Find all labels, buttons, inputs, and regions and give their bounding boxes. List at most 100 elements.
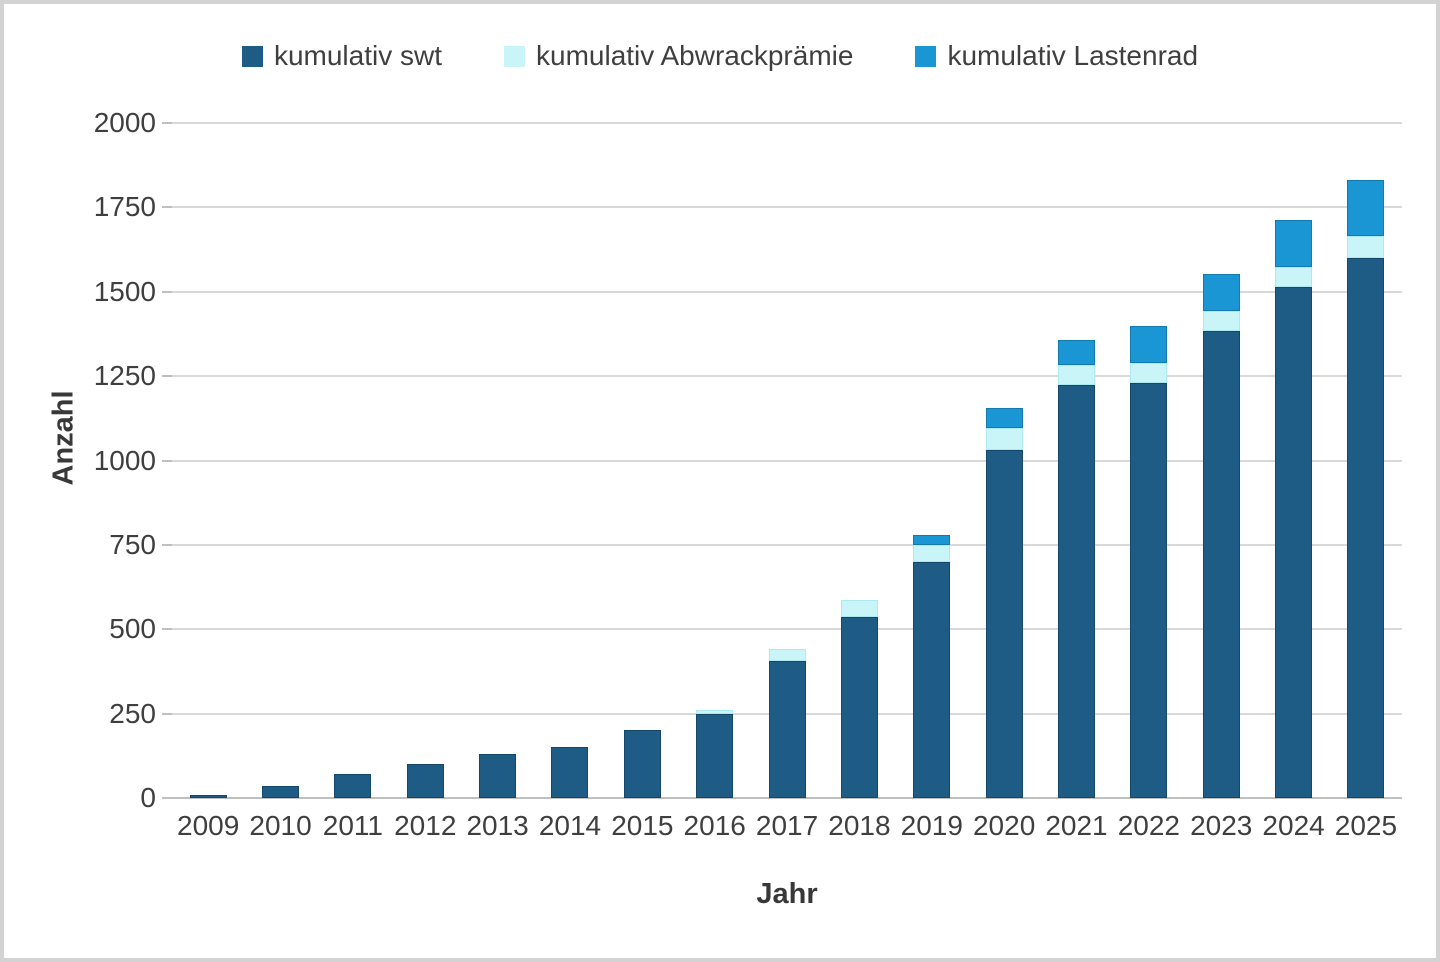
bar-segment-2021-kumulativ-abwrackprämie	[1057, 365, 1095, 385]
bar-column-2017	[751, 123, 823, 798]
bar-stack-2009	[189, 795, 227, 798]
bar-column-2019	[896, 123, 968, 798]
bar-segment-2016-kumulativ-abwrackprämie	[696, 710, 734, 714]
bar-segment-2024-kumulativ-swt	[1275, 287, 1313, 798]
bar-segment-2022-kumulativ-abwrackprämie	[1130, 363, 1168, 383]
y-tick-label-0: 0	[140, 782, 156, 813]
y-tick-label-2000: 2000	[93, 107, 156, 138]
bar-column-2009	[172, 123, 244, 798]
x-tick-label-2021: 2021	[1045, 810, 1108, 841]
legend: kumulativ swt kumulativ Abwrackprämie kumu…	[4, 40, 1436, 72]
bar-segment-2021-kumulativ-lastenrad	[1057, 340, 1095, 365]
bar-segment-2015-kumulativ-swt	[623, 730, 661, 798]
bar-segment-2025-kumulativ-abwrackprämie	[1347, 236, 1385, 258]
legend-item-3: kumulativ Lastenrad	[915, 40, 1198, 72]
gridline-0	[172, 797, 1402, 799]
y-tick-mark-1750	[162, 206, 172, 209]
y-tick-label-250: 250	[109, 697, 156, 729]
bar-segment-2019-kumulativ-swt	[913, 562, 951, 798]
y-tick-mark-1250	[162, 375, 172, 378]
bar-segment-2020-kumulativ-swt	[985, 450, 1023, 798]
bar-column-2011	[317, 123, 389, 798]
bar-column-2010	[244, 123, 316, 798]
bar-column-2021	[1040, 123, 1112, 798]
plot-area: 0 250 500 750 1000 1250 1500 1750 2000	[94, 107, 1402, 813]
y-tick-label-750: 750	[109, 528, 156, 560]
x-tick-label-2010: 2010	[249, 810, 312, 841]
legend-item-label: kumulativ swt	[273, 40, 442, 71]
bar-stack-2021	[1057, 340, 1095, 798]
gridline-750	[172, 543, 1402, 546]
x-tick-label-2016: 2016	[683, 810, 746, 841]
x-tick-label-2024: 2024	[1262, 810, 1325, 841]
x-tick-label-2022: 2022	[1117, 810, 1180, 841]
bar-segment-2017-kumulativ-swt	[768, 661, 806, 798]
y-tick-mark-2000	[162, 122, 172, 124]
bar-column-2023	[1185, 123, 1257, 798]
bar-segment-2017-kumulativ-abwrackprämie	[768, 649, 806, 661]
bar-stack-2012	[406, 764, 444, 798]
legend-item-2: kumulativ Abwrackprämie	[504, 40, 853, 72]
bar-segment-2019-kumulativ-lastenrad	[913, 535, 951, 545]
bar-stack-2019	[913, 535, 951, 798]
gridline-500	[172, 628, 1402, 631]
x-tick-label-2014: 2014	[538, 810, 602, 841]
legend-item-label: kumulativ Abwrackprämie	[536, 40, 854, 71]
bar-segment-2021-kumulativ-swt	[1057, 385, 1095, 798]
y-tick-label-1250: 1250	[93, 360, 156, 392]
y-tick-mark-1500	[162, 290, 172, 293]
bar-segment-2022-kumulativ-swt	[1130, 383, 1168, 798]
bar-column-2018	[823, 123, 895, 798]
bar-stack-2011	[334, 774, 372, 798]
bar-column-2022	[1113, 123, 1185, 798]
x-tick-label-2012: 2012	[394, 810, 457, 841]
x-tick-label-2023: 2023	[1190, 810, 1253, 841]
bar-segment-2013-kumulativ-swt	[479, 754, 517, 798]
legend-item-label: kumulativ Lastenrad	[947, 40, 1199, 71]
bar-column-2016	[679, 123, 751, 798]
bar-segment-2019-kumulativ-abwrackprämie	[913, 545, 951, 562]
y-tick-mark-0	[162, 797, 172, 799]
bar-segment-2023-kumulativ-swt	[1202, 331, 1240, 798]
bar-column-2013	[461, 123, 533, 798]
bar-segment-2012-kumulativ-swt	[406, 764, 444, 798]
bar-stack-2015	[623, 730, 661, 798]
x-tick-label-2020: 2020	[972, 810, 1036, 841]
bar-segment-2024-kumulativ-lastenrad	[1275, 220, 1313, 267]
bar-stack-2017	[768, 649, 806, 798]
bar-segment-2025-kumulativ-lastenrad	[1347, 180, 1385, 236]
legend-swatch-icon	[915, 45, 937, 67]
bar-column-2015	[606, 123, 678, 798]
bar-segment-2023-kumulativ-lastenrad	[1202, 274, 1240, 311]
bar-segment-2022-kumulativ-lastenrad	[1130, 326, 1168, 363]
y-tick-mark-750	[162, 543, 172, 546]
legend-item-1: kumulativ swt	[241, 40, 442, 72]
x-tick-label-2011: 2011	[322, 810, 383, 841]
x-tick-label-2017: 2017	[755, 810, 819, 841]
bar-segment-2011-kumulativ-swt	[334, 774, 372, 798]
gridline-1250	[172, 375, 1402, 378]
bar-column-2020	[968, 123, 1040, 798]
legend-swatch-icon	[241, 45, 263, 67]
x-tick-label-2018: 2018	[828, 810, 891, 841]
bar-column-2014	[534, 123, 606, 798]
bar-segment-2020-kumulativ-lastenrad	[985, 408, 1023, 428]
bar-column-2025	[1330, 123, 1402, 798]
y-tick-label-1750: 1750	[93, 191, 156, 223]
y-tick-label-1500: 1500	[93, 275, 156, 307]
gridline-1750	[172, 206, 1402, 209]
x-tick-label-2015: 2015	[611, 810, 674, 841]
bar-stack-2018	[840, 600, 878, 798]
y-tick-mark-500	[162, 628, 172, 631]
legend-swatch-icon	[504, 45, 525, 67]
bar-stack-2010	[262, 786, 300, 798]
y-tick-mark-250	[162, 712, 172, 715]
bar-segment-2018-kumulativ-abwrackprämie	[840, 600, 878, 617]
gridline-1500	[172, 290, 1402, 293]
bar-segment-2023-kumulativ-abwrackprämie	[1202, 311, 1240, 331]
gridline-2000	[172, 122, 1402, 124]
x-tick-label-2009: 2009	[177, 810, 240, 841]
bar-column-2024	[1257, 123, 1329, 798]
bar-segment-2014-kumulativ-swt	[551, 747, 589, 798]
y-axis-title: Anzahl	[47, 390, 80, 486]
